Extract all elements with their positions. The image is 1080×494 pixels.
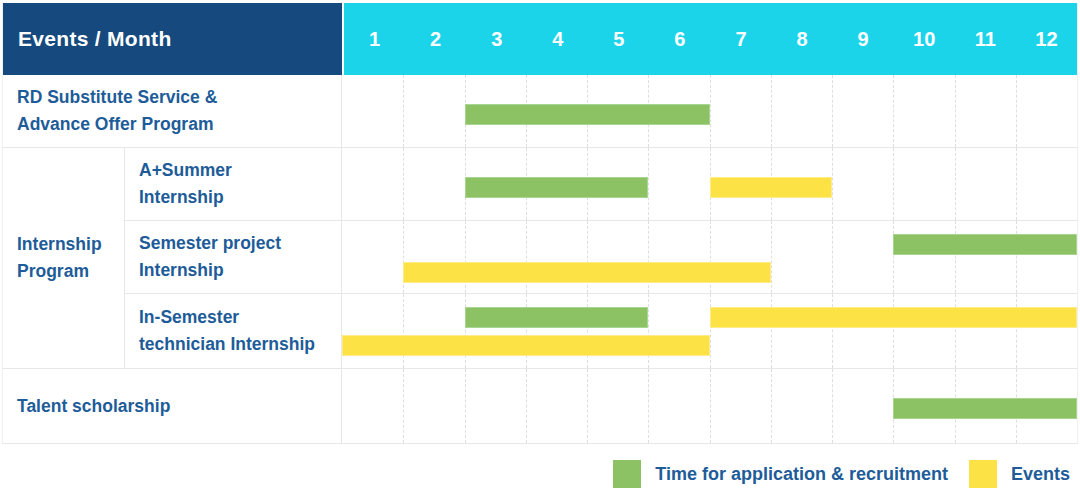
- recruitment-bar: [465, 177, 649, 198]
- month-header-11: 11: [955, 3, 1016, 75]
- events-month-table: Events / Month 1 2 3 4 5 6 7 8 9 10 11 1…: [2, 3, 1078, 444]
- chart-cell-rd-substitute: [342, 75, 1077, 147]
- table-row-a-summer: A+Summer Internship: [125, 148, 1077, 221]
- events-bar: [710, 177, 833, 198]
- month-gridline: [648, 294, 649, 368]
- month-gridline: [771, 369, 772, 443]
- month-header-4: 4: [527, 3, 588, 75]
- legend-item-events: Events: [969, 460, 1070, 488]
- month-header-12: 12: [1016, 3, 1077, 75]
- recruitment-bar: [893, 234, 1077, 255]
- row-label-line: RD Substitute Service &: [17, 84, 341, 111]
- table-row-rd-substitute: RD Substitute Service & Advance Offer Pr…: [3, 75, 1077, 148]
- month-gridline: [403, 75, 404, 147]
- month-gridline: [465, 294, 466, 368]
- month-gridline: [832, 148, 833, 220]
- month-gridline: [587, 369, 588, 443]
- row-label-line: Advance Offer Program: [17, 111, 341, 138]
- row-label-line: Internship: [139, 257, 341, 284]
- events-bar: [342, 335, 710, 356]
- row-label-line: Semester project: [139, 230, 341, 257]
- month-gridline: [587, 294, 588, 368]
- table-row-semester-project: Semester project Internship: [125, 221, 1077, 294]
- month-gridline: [832, 75, 833, 147]
- table-header: Events / Month 1 2 3 4 5 6 7 8 9 10 11 1…: [3, 3, 1077, 75]
- month-gridline: [403, 294, 404, 368]
- month-gridline: [710, 294, 711, 368]
- row-label-line: In-Semester: [139, 304, 341, 331]
- internship-subrows: A+Summer Internship Semester project Int…: [125, 148, 1077, 368]
- month-header-2: 2: [405, 3, 466, 75]
- month-header-9: 9: [833, 3, 894, 75]
- month-header-strip: 1 2 3 4 5 6 7 8 9 10 11 12: [344, 3, 1077, 75]
- row-label-semester-project: Semester project Internship: [125, 221, 342, 293]
- month-gridline: [955, 148, 956, 220]
- month-header-1: 1: [344, 3, 405, 75]
- group-label-internship-program: Internship Program: [3, 148, 125, 368]
- month-gridline: [710, 369, 711, 443]
- month-gridline: [893, 148, 894, 220]
- chart-cell-in-semester: [342, 294, 1077, 368]
- chart-cell-a-summer: [342, 148, 1077, 220]
- group-label-line: Internship: [17, 231, 124, 258]
- month-gridline: [526, 294, 527, 368]
- month-gridline: [1016, 221, 1017, 293]
- row-label-a-summer: A+Summer Internship: [125, 148, 342, 220]
- month-gridline: [648, 148, 649, 220]
- events-swatch-icon: [969, 460, 997, 488]
- month-header-7: 7: [710, 3, 771, 75]
- recruitment-bar: [465, 104, 710, 125]
- row-label-line: A+Summer: [139, 157, 341, 184]
- chart-cell-semester-project: [342, 221, 1077, 293]
- month-header-6: 6: [649, 3, 710, 75]
- table-group-internship-program: Internship Program A+Summer Internship S…: [3, 148, 1077, 369]
- recruitment-swatch-icon: [613, 460, 641, 488]
- legend-label-recruitment: Time for application & recruitment: [655, 464, 948, 485]
- month-gridline: [832, 294, 833, 368]
- month-header-8: 8: [772, 3, 833, 75]
- chart-cell-talent-scholarship: [342, 369, 1077, 443]
- month-gridline: [465, 369, 466, 443]
- month-gridline: [771, 294, 772, 368]
- legend-item-recruitment: Time for application & recruitment: [613, 460, 948, 488]
- month-gridline: [403, 369, 404, 443]
- events-bar: [710, 307, 1078, 328]
- month-gridline: [955, 294, 956, 368]
- recruitment-calendar-page: Events / Month 1 2 3 4 5 6 7 8 9 10 11 1…: [0, 0, 1080, 494]
- month-gridline: [771, 75, 772, 147]
- month-gridline: [771, 221, 772, 293]
- month-header-10: 10: [894, 3, 955, 75]
- month-gridline: [1016, 148, 1017, 220]
- month-gridline: [710, 75, 711, 147]
- legend-label-events: Events: [1011, 464, 1070, 485]
- header-title: Events / Month: [3, 3, 342, 75]
- row-label-talent-scholarship: Talent scholarship: [3, 369, 342, 443]
- month-gridline: [893, 75, 894, 147]
- month-gridline: [955, 221, 956, 293]
- row-label-rd-substitute: RD Substitute Service & Advance Offer Pr…: [3, 75, 342, 147]
- recruitment-bar: [893, 398, 1077, 419]
- month-gridline: [403, 148, 404, 220]
- month-gridline: [526, 369, 527, 443]
- table-row-talent-scholarship: Talent scholarship: [3, 369, 1077, 444]
- month-gridline: [893, 221, 894, 293]
- row-label-in-semester: In-Semester technician Internship: [125, 294, 342, 368]
- legend: Time for application & recruitment Event…: [613, 460, 1070, 488]
- month-gridline: [1016, 294, 1017, 368]
- group-label-line: Program: [17, 258, 124, 285]
- month-gridline: [648, 369, 649, 443]
- month-gridline: [955, 75, 956, 147]
- events-bar: [403, 262, 771, 283]
- month-header-5: 5: [588, 3, 649, 75]
- month-gridline: [893, 294, 894, 368]
- row-label-line: Talent scholarship: [17, 393, 341, 420]
- month-gridline: [1016, 75, 1017, 147]
- row-label-line: technician Internship: [139, 331, 341, 358]
- table-row-in-semester: In-Semester technician Internship: [125, 294, 1077, 368]
- row-label-line: Internship: [139, 184, 341, 211]
- month-header-3: 3: [466, 3, 527, 75]
- month-gridline: [832, 221, 833, 293]
- recruitment-bar: [465, 307, 649, 328]
- month-gridline: [832, 369, 833, 443]
